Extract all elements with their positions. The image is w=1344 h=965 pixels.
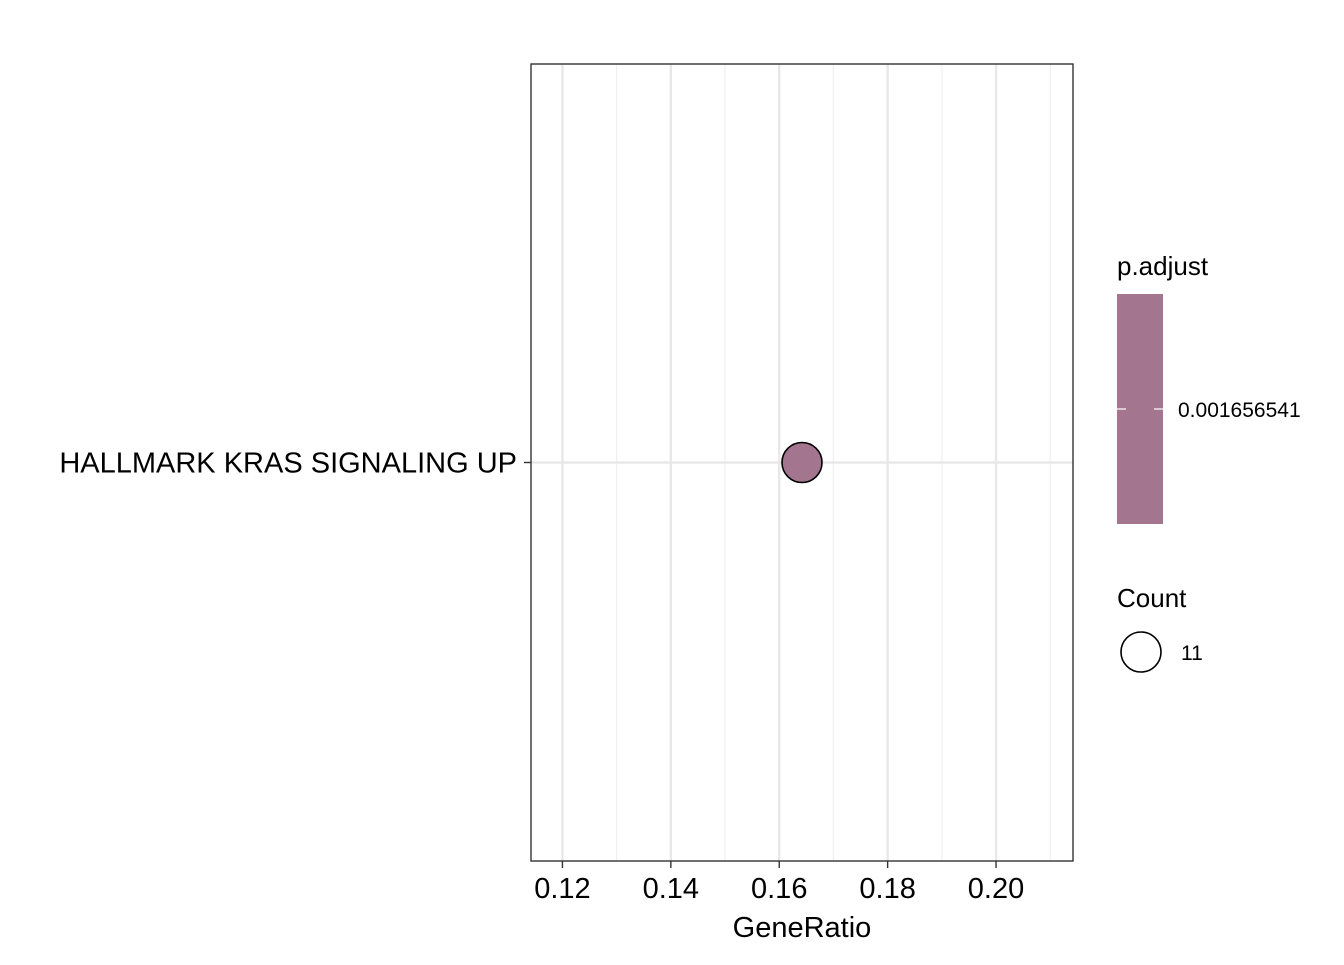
size-legend: Count 11 [1117,583,1203,673]
x-tick-label: 0.16 [751,873,807,905]
y-tick-label: HALLMARK KRAS SIGNALING UP [59,448,517,480]
x-axis-title: GeneRatio [733,912,872,944]
size-legend-key [1120,631,1162,673]
y-axis: HALLMARK KRAS SIGNALING UP [59,448,531,480]
size-legend-label: 11 [1181,642,1203,665]
color-legend-label: 0.001656541 [1178,399,1301,422]
size-legend-title: Count [1117,583,1187,613]
x-tick-label: 0.18 [859,873,915,905]
x-axis: 0.12 0.14 0.16 0.18 0.20 [534,861,1024,905]
color-legend-title: p.adjust [1117,251,1209,281]
color-legend: p.adjust 0.001656541 [1117,251,1301,524]
data-point [781,441,823,484]
x-tick-label: 0.14 [643,873,699,905]
x-tick-label: 0.20 [968,873,1024,905]
data-points [781,441,823,484]
x-tick-label: 0.12 [534,873,590,905]
